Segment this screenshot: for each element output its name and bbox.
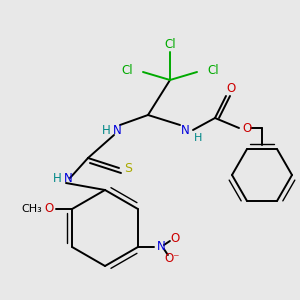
Text: Cl: Cl — [122, 64, 133, 76]
Text: H: H — [194, 133, 202, 143]
Text: N: N — [157, 241, 165, 254]
Text: O: O — [170, 232, 179, 245]
Text: N: N — [181, 124, 189, 136]
Text: Cl: Cl — [207, 64, 219, 76]
Text: S: S — [124, 161, 132, 175]
Text: O⁻: O⁻ — [164, 253, 180, 266]
Text: O: O — [44, 202, 54, 215]
Text: N: N — [64, 172, 72, 184]
Text: CH₃: CH₃ — [22, 204, 43, 214]
Text: Cl: Cl — [164, 38, 176, 50]
Text: H: H — [52, 172, 62, 184]
Text: O: O — [226, 82, 236, 94]
Text: O: O — [242, 122, 252, 134]
Text: N: N — [112, 124, 122, 136]
Text: H: H — [102, 124, 110, 136]
